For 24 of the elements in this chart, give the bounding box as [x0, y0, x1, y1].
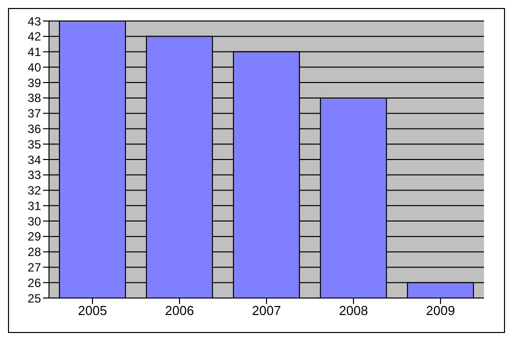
y-tick-label: 31	[28, 198, 42, 213]
y-tick-label: 34	[28, 152, 42, 167]
y-tick-label: 41	[28, 45, 42, 60]
y-tick-label: 28	[28, 245, 42, 260]
x-tick-label: 2009	[426, 303, 455, 318]
y-tick-label: 36	[28, 122, 42, 136]
y-tick-label: 32	[28, 184, 42, 198]
y-tick-label: 38	[28, 91, 42, 106]
x-tick-label: 2006	[165, 303, 194, 318]
y-tick-label: 30	[28, 214, 42, 228]
x-tick-label: 2007	[252, 303, 281, 318]
y-tick-label: 33	[28, 168, 42, 182]
y-tick-label: 43	[28, 14, 42, 28]
y-tick-label: 29	[28, 230, 42, 244]
x-tick-label: 2008	[339, 303, 368, 318]
y-tick-label: 39	[28, 76, 42, 90]
y-tick-label: 26	[28, 276, 42, 290]
y-tick-label: 27	[28, 260, 42, 274]
y-tick-label: 37	[28, 106, 42, 121]
y-tick-label: 25	[28, 291, 42, 306]
y-tick-label: 40	[28, 60, 42, 74]
x-tick-label: 2005	[78, 303, 107, 318]
y-tick-label: 42	[28, 30, 42, 44]
y-tick-label: 35	[28, 137, 42, 152]
